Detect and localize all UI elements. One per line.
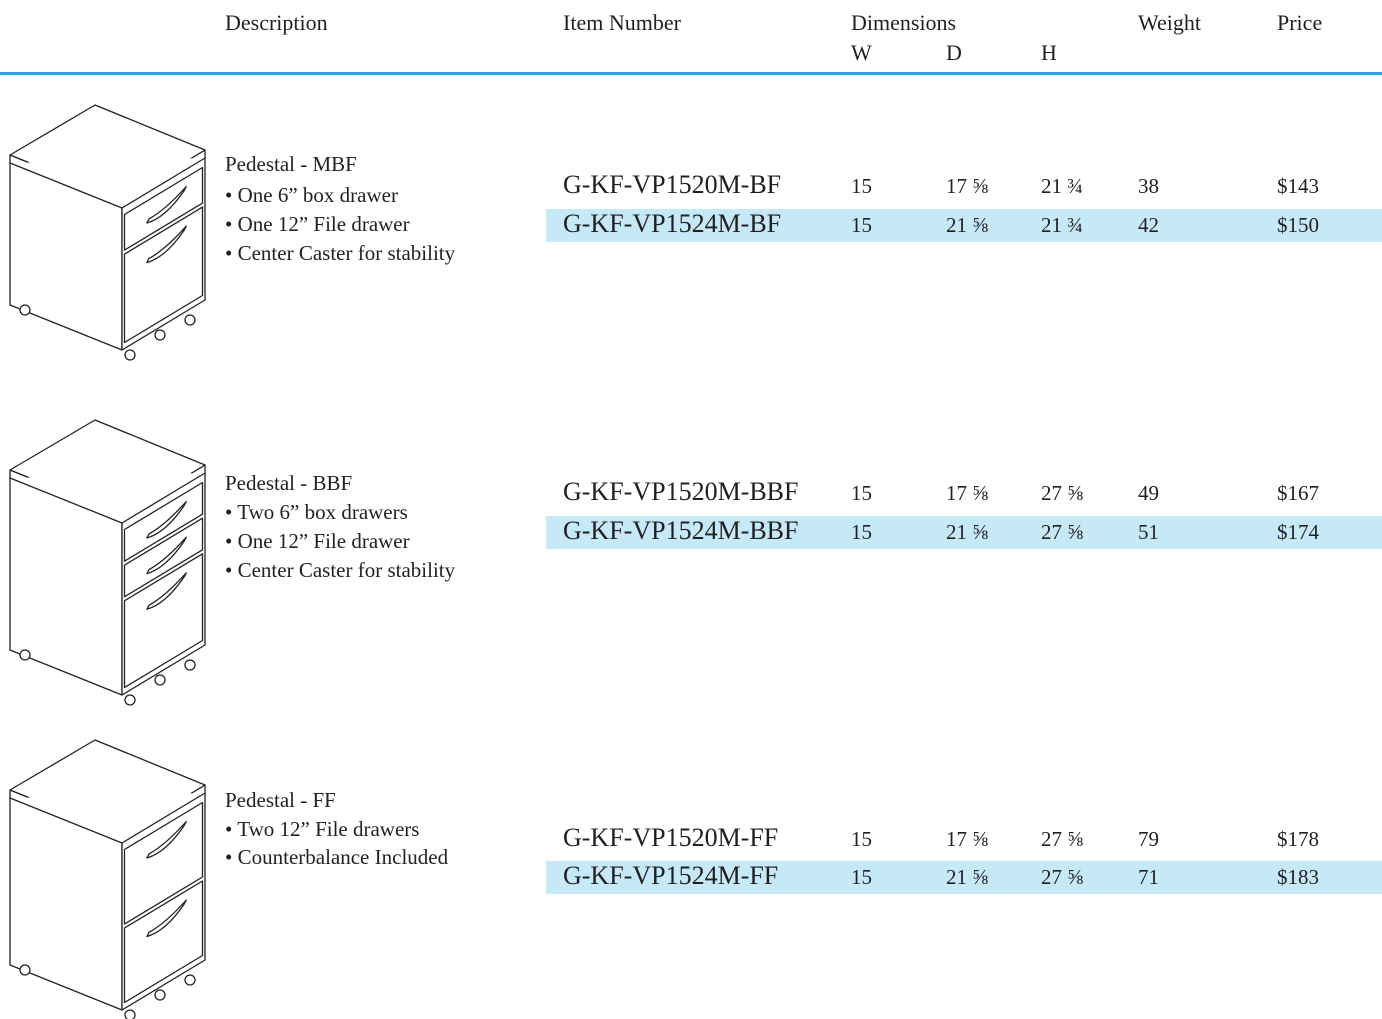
drawer [123, 553, 204, 689]
item-number: G-KF-VP1524M-BF [563, 209, 781, 238]
pedestal-drawing [9, 419, 206, 706]
item-number: G-KF-VP1520M-BF [563, 170, 781, 199]
row-cell: 49 [1138, 481, 1159, 505]
product-name: Pedestal - MBF [225, 152, 357, 176]
top-edge [9, 472, 206, 524]
row-cell: 15 [851, 174, 872, 198]
header-d: D [946, 40, 962, 65]
caster [19, 649, 31, 661]
drawer-handle [146, 572, 187, 610]
header-weight: Weight [1138, 10, 1201, 35]
row-highlight [546, 861, 1382, 894]
top-edge [9, 157, 206, 209]
row-cell: 21 ⅝ [946, 520, 988, 544]
row-cell: 27 ⅝ [1041, 520, 1083, 544]
top-edge [9, 792, 206, 844]
caster [124, 349, 136, 361]
drawer [123, 206, 204, 344]
caster [184, 659, 196, 671]
row-cell: 79 [1138, 827, 1159, 851]
row-cell: $183 [1277, 865, 1319, 889]
row-cell: 27 ⅝ [1041, 827, 1083, 851]
row-cell: 21 ¾ [1041, 174, 1083, 198]
row-cell: $167 [1277, 481, 1319, 505]
product-feature: • One 12” File drawer [225, 212, 410, 236]
caster [124, 1009, 136, 1019]
caster [184, 314, 196, 326]
row-cell: $174 [1277, 520, 1320, 544]
row-cell: 15 [851, 520, 872, 544]
caster [184, 974, 196, 986]
drawer-handle [146, 820, 187, 859]
product-name: Pedestal - BBF [225, 471, 352, 495]
row-cell: 27 ⅝ [1041, 865, 1083, 889]
row-cell: 42 [1138, 213, 1159, 237]
caster [19, 964, 31, 976]
row-cell: $178 [1277, 827, 1319, 851]
row-cell: $150 [1277, 213, 1319, 237]
product-feature: • Counterbalance Included [225, 845, 449, 869]
row-cell: 71 [1138, 865, 1159, 889]
caster [154, 329, 166, 341]
drawer-handle [146, 536, 187, 575]
pedestal-drawing [9, 739, 206, 1019]
row-cell: 21 ⅝ [946, 213, 988, 237]
row-cell: 51 [1138, 520, 1159, 544]
header-price: Price [1277, 10, 1322, 35]
caster [154, 989, 166, 1001]
drawer-handle [146, 185, 187, 224]
product-feature: • Center Caster for stability [225, 241, 456, 265]
product-feature: • Two 12” File drawers [225, 817, 419, 841]
caster [19, 304, 31, 316]
drawer [123, 880, 204, 1004]
drawer-handle [146, 899, 187, 938]
caster [124, 694, 136, 706]
header-h: H [1041, 40, 1057, 65]
product-feature: • Center Caster for stability [225, 558, 456, 582]
drawer [123, 517, 204, 598]
row-highlight [546, 516, 1382, 549]
row-cell: 15 [851, 827, 872, 851]
row-cell: 21 ⅝ [946, 865, 988, 889]
item-number: G-KF-VP1524M-FF [563, 861, 778, 890]
row-cell: $143 [1277, 174, 1319, 198]
row-highlight [546, 209, 1382, 242]
row-cell: 17 ⅝ [946, 827, 988, 851]
header-item-number: Item Number [563, 10, 682, 35]
row-cell: 21 ¾ [1041, 213, 1083, 237]
product-feature: • One 6” box drawer [225, 183, 398, 207]
header-description: Description [225, 10, 328, 35]
row-cell: 17 ⅝ [946, 481, 988, 505]
pedestal-drawing [9, 104, 206, 361]
drawer [123, 801, 204, 925]
drawer-handle [146, 225, 187, 264]
header-w: W [851, 40, 872, 65]
item-number: G-KF-VP1520M-FF [563, 823, 778, 852]
product-name: Pedestal - FF [225, 788, 336, 812]
drawer [123, 481, 204, 562]
header-rule [0, 72, 1382, 75]
product-feature: • Two 6” box drawers [225, 500, 408, 524]
row-cell: 17 ⅝ [946, 174, 988, 198]
row-cell: 27 ⅝ [1041, 481, 1083, 505]
drawer-handle [146, 500, 187, 539]
row-cell: 15 [851, 213, 872, 237]
row-cell: 15 [851, 865, 872, 889]
caster [154, 674, 166, 686]
row-cell: 38 [1138, 174, 1159, 198]
item-number: G-KF-VP1524M-BBF [563, 516, 799, 545]
item-number: G-KF-VP1520M-BBF [563, 477, 799, 506]
product-feature: • One 12” File drawer [225, 529, 410, 553]
row-cell: 15 [851, 481, 872, 505]
header-dimensions: Dimensions [851, 10, 956, 35]
